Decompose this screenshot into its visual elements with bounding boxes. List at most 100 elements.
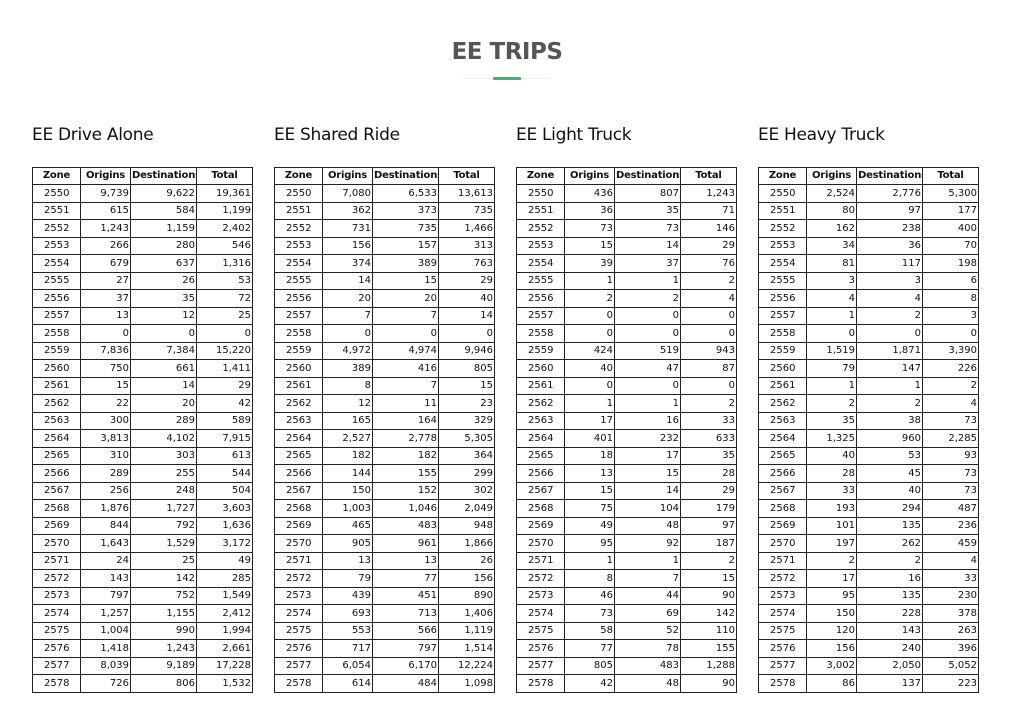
table-row: 2566 28 45 73 bbox=[758, 464, 979, 483]
cell-total: 0 bbox=[680, 376, 737, 395]
cell-zone: 2565 bbox=[274, 446, 323, 465]
cell-total: 230 bbox=[922, 586, 979, 605]
table-row: 2565 310 303 613 bbox=[32, 446, 253, 465]
cell-destinations: 155 bbox=[372, 464, 439, 483]
cell-destinations: 0 bbox=[130, 324, 197, 343]
cell-destinations: 11 bbox=[372, 394, 439, 413]
table-row: 2560 750 661 1,411 bbox=[32, 359, 253, 378]
cell-origins: 1,243 bbox=[80, 219, 131, 238]
cell-total: 400 bbox=[922, 219, 979, 238]
cell-destinations: 4,102 bbox=[130, 429, 197, 448]
cell-total: 9,946 bbox=[438, 341, 495, 360]
cell-origins: 614 bbox=[322, 674, 373, 693]
cell-zone: 2559 bbox=[32, 341, 81, 360]
cell-zone: 2567 bbox=[274, 481, 323, 500]
table-row: 2570 95 92 187 bbox=[516, 534, 737, 553]
cell-origins: 0 bbox=[564, 376, 615, 395]
column-header-total: Total bbox=[680, 167, 737, 185]
cell-origins: 39 bbox=[564, 254, 615, 273]
table-row: 2571 1 1 2 bbox=[516, 551, 737, 570]
cell-origins: 362 bbox=[322, 201, 373, 220]
cell-destinations: 4 bbox=[856, 289, 923, 308]
table-row: 2557 7 7 14 bbox=[274, 306, 495, 325]
column-header-total: Total bbox=[196, 167, 253, 185]
section-title: EE Shared Ride bbox=[274, 125, 400, 145]
cell-destinations: 26 bbox=[130, 271, 197, 290]
table-row: 2574 150 228 378 bbox=[758, 604, 979, 623]
table-row: 2563 35 38 73 bbox=[758, 411, 979, 430]
cell-zone: 2566 bbox=[32, 464, 81, 483]
cell-origins: 3 bbox=[806, 271, 857, 290]
cell-origins: 18 bbox=[564, 446, 615, 465]
table-row: 2566 144 155 299 bbox=[274, 464, 495, 483]
cell-total: 3 bbox=[922, 306, 979, 325]
cell-total: 15,220 bbox=[196, 341, 253, 360]
cell-total: 33 bbox=[922, 569, 979, 588]
cell-destinations: 48 bbox=[614, 674, 681, 693]
cell-destinations: 484 bbox=[372, 674, 439, 693]
cell-total: 35 bbox=[680, 446, 737, 465]
cell-origins: 20 bbox=[322, 289, 373, 308]
cell-zone: 2557 bbox=[758, 306, 807, 325]
table-row: 2558 0 0 0 bbox=[32, 324, 253, 343]
cell-origins: 1 bbox=[564, 394, 615, 413]
cell-zone: 2569 bbox=[758, 516, 807, 535]
cell-destinations: 228 bbox=[856, 604, 923, 623]
column-header-zone: Zone bbox=[758, 167, 807, 185]
cell-origins: 95 bbox=[564, 534, 615, 553]
cell-zone: 2568 bbox=[758, 499, 807, 518]
table-row: 2575 553 566 1,119 bbox=[274, 621, 495, 640]
cell-origins: 28 bbox=[806, 464, 857, 483]
table-row: 2563 165 164 329 bbox=[274, 411, 495, 430]
table-row: 2559 424 519 943 bbox=[516, 341, 737, 360]
cell-total: 1,243 bbox=[680, 184, 737, 203]
cell-origins: 3,002 bbox=[806, 656, 857, 675]
cell-zone: 2557 bbox=[516, 306, 565, 325]
cell-destinations: 36 bbox=[856, 236, 923, 255]
table-row: 2565 182 182 364 bbox=[274, 446, 495, 465]
cell-destinations: 69 bbox=[614, 604, 681, 623]
table-row: 2568 1,003 1,046 2,049 bbox=[274, 499, 495, 518]
section-light-truck: EE Light Truck Zone Origins Destinations… bbox=[516, 122, 738, 693]
cell-zone: 2575 bbox=[516, 621, 565, 640]
table-row: 2553 156 157 313 bbox=[274, 236, 495, 255]
cell-destinations: 143 bbox=[856, 621, 923, 640]
cell-zone: 2577 bbox=[758, 656, 807, 675]
table-row: 2550 9,739 9,622 19,361 bbox=[32, 184, 253, 203]
cell-destinations: 451 bbox=[372, 586, 439, 605]
cell-total: 263 bbox=[922, 621, 979, 640]
cell-zone: 2575 bbox=[32, 621, 81, 640]
table-row: 2578 86 137 223 bbox=[758, 674, 979, 693]
table-row: 2574 73 69 142 bbox=[516, 604, 737, 623]
cell-destinations: 2 bbox=[856, 551, 923, 570]
cell-zone: 2552 bbox=[758, 219, 807, 238]
table-row: 2575 1,004 990 1,994 bbox=[32, 621, 253, 640]
cell-total: 4 bbox=[680, 289, 737, 308]
cell-zone: 2554 bbox=[516, 254, 565, 273]
cell-destinations: 52 bbox=[614, 621, 681, 640]
cell-zone: 2560 bbox=[274, 359, 323, 378]
cell-total: 6 bbox=[922, 271, 979, 290]
cell-origins: 197 bbox=[806, 534, 857, 553]
cell-destinations: 104 bbox=[614, 499, 681, 518]
cell-zone: 2561 bbox=[758, 376, 807, 395]
cell-destinations: 73 bbox=[614, 219, 681, 238]
cell-origins: 73 bbox=[564, 604, 615, 623]
table-row: 2560 40 47 87 bbox=[516, 359, 737, 378]
cell-origins: 77 bbox=[564, 639, 615, 658]
cell-zone: 2552 bbox=[516, 219, 565, 238]
table-row: 2572 17 16 33 bbox=[758, 569, 979, 588]
cell-zone: 2565 bbox=[516, 446, 565, 465]
cell-zone: 2568 bbox=[32, 499, 81, 518]
cell-origins: 40 bbox=[806, 446, 857, 465]
section-drive-alone: EE Drive Alone Zone Origins Destinations… bbox=[32, 122, 254, 693]
cell-total: 943 bbox=[680, 341, 737, 360]
cell-origins: 7 bbox=[322, 306, 373, 325]
cell-zone: 2570 bbox=[274, 534, 323, 553]
cell-origins: 615 bbox=[80, 201, 131, 220]
cell-total: 1,411 bbox=[196, 359, 253, 378]
table-row: 2563 17 16 33 bbox=[516, 411, 737, 430]
cell-zone: 2564 bbox=[516, 429, 565, 448]
cell-zone: 2578 bbox=[274, 674, 323, 693]
table-row: 2552 1,243 1,159 2,402 bbox=[32, 219, 253, 238]
